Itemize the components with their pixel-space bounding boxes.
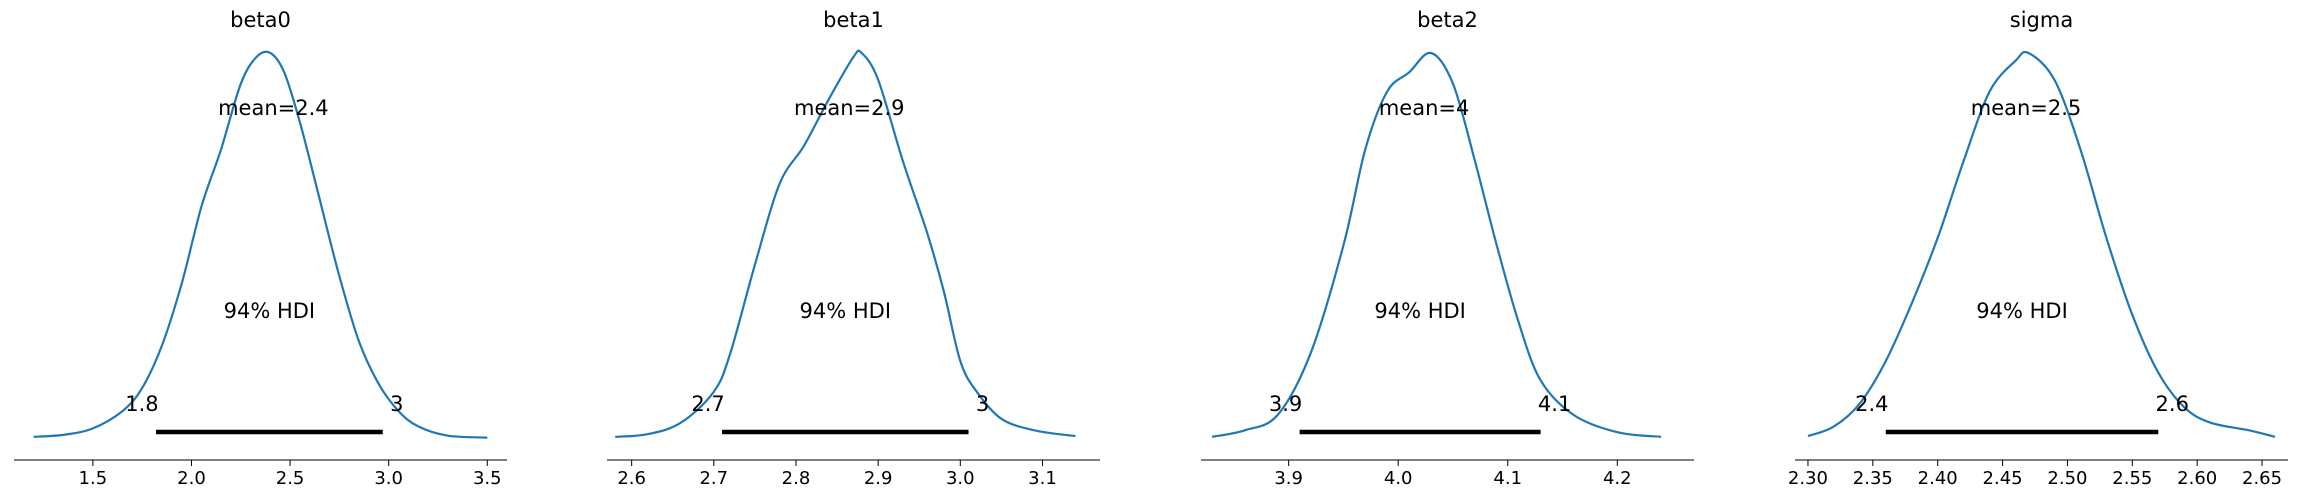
x-tick-label: 2.30 (1788, 468, 1828, 489)
panel-title: beta2 (1417, 8, 1478, 32)
hdi-label: 94% HDI (1374, 299, 1466, 323)
x-tick-label: 2.0 (177, 468, 206, 489)
x-tick-label: 4.1 (1493, 468, 1522, 489)
mean-label: mean=2.9 (794, 96, 905, 120)
x-tick-label: 2.60 (2177, 468, 2217, 489)
x-tick-label: 1.5 (79, 468, 108, 489)
x-tick-label: 2.9 (864, 468, 893, 489)
hdi-label: 94% HDI (1976, 299, 2068, 323)
mean-label: mean=2.5 (1971, 96, 2082, 120)
mean-label: mean=2.4 (218, 96, 329, 120)
hdi-lower-label: 1.8 (125, 392, 158, 416)
panel-beta2: beta2 3.9 4.1 94% HDI mean=4 3.9 4.0 4.1 4.2 (1201, 8, 1694, 489)
x-tick-label: 2.65 (2242, 468, 2282, 489)
hdi-label: 94% HDI (224, 299, 316, 323)
x-tick-label: 3.1 (1028, 468, 1057, 489)
hdi-lower-label: 2.7 (691, 392, 724, 416)
density-curve (1211, 51, 1662, 438)
density-curve (33, 50, 488, 439)
hdi-upper-label: 3 (976, 392, 989, 416)
x-tick-label: 3.0 (374, 468, 403, 489)
panel-beta0: beta0 1.8 3 94% HDI mean=2.4 1.5 2.0 2.5 3.0 3.5 (14, 8, 507, 489)
x-tick-label: 3.5 (473, 468, 502, 489)
x-tick-label: 3.9 (1274, 468, 1303, 489)
hdi-label: 94% HDI (800, 299, 892, 323)
hdi-lower-label: 2.4 (1855, 392, 1888, 416)
density-curve (1807, 50, 2276, 438)
x-tick-label: 2.55 (2112, 468, 2152, 489)
hdi-upper-label: 3 (390, 392, 403, 416)
x-tick-label: 4.0 (1384, 468, 1413, 489)
panel-sigma: sigma 2.4 2.6 94% HDI mean=2.5 2.30 2.35 2.40 2.… (1788, 8, 2288, 489)
x-tick-label: 4.2 (1603, 468, 1632, 489)
hdi-upper-label: 4.1 (1538, 392, 1571, 416)
x-tick-label: 2.45 (1983, 468, 2023, 489)
x-tick-label: 2.40 (1918, 468, 1958, 489)
x-tick-label: 2.6 (617, 468, 646, 489)
panel-title: beta0 (230, 8, 291, 32)
density-curve (615, 49, 1076, 438)
panel-title: sigma (2010, 8, 2073, 32)
x-tick-label: 2.8 (782, 468, 811, 489)
panel-title: beta1 (823, 8, 884, 32)
hdi-upper-label: 2.6 (2156, 392, 2189, 416)
mean-label: mean=4 (1379, 96, 1470, 120)
x-tick-label: 3.0 (946, 468, 975, 489)
x-tick-label: 2.7 (699, 468, 728, 489)
x-tick-label: 2.5 (276, 468, 305, 489)
panel-beta1: beta1 2.7 3 94% HDI mean=2.9 2.6 2.7 2.8 2.9 3.0 3… (607, 8, 1100, 489)
x-tick-label: 2.50 (2047, 468, 2087, 489)
hdi-lower-label: 3.9 (1269, 392, 1302, 416)
x-tick-label: 2.35 (1853, 468, 1893, 489)
